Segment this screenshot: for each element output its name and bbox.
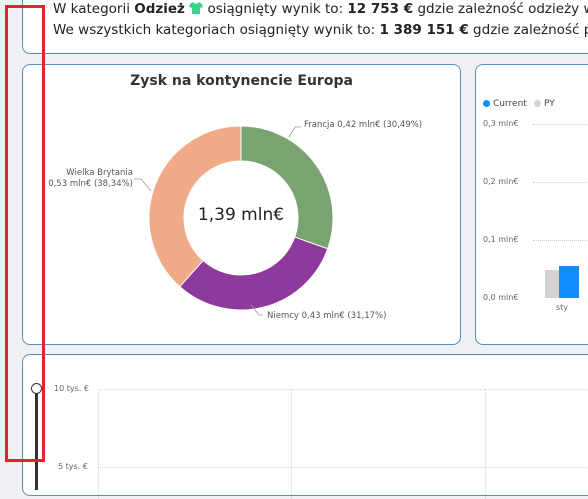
donut-center-value: 1,39 mln€: [197, 205, 285, 225]
shirt-icon: [189, 2, 204, 14]
grid-line: [98, 389, 588, 390]
y-tick-label: 10 tys. €: [54, 384, 89, 393]
slicer-track[interactable]: [35, 390, 38, 490]
leader-line-niemcy: [250, 304, 263, 316]
legend-current-label: Current: [493, 99, 527, 109]
total-value: 1 389 151 €: [379, 22, 469, 38]
x-category-label: sty: [556, 303, 569, 312]
legend-current-swatch: [483, 99, 490, 107]
grid-line: [533, 124, 588, 125]
category-name: Odzież: [134, 1, 185, 17]
line-chart-card[interactable]: 10 tys. € 5 tys. €: [22, 354, 588, 499]
summary-text: gdzie zależność odzieży w: [413, 1, 588, 17]
summary-text: W kategorii: [53, 1, 135, 17]
slice-label-francja: Francja 0,42 mln€ (30,49%): [304, 120, 423, 130]
y-tick-label: 0,1 mln€: [483, 235, 519, 244]
summary-text: osiągnięty wynik to:: [203, 1, 348, 17]
summary-text: gdzie zależność prod: [473, 22, 588, 38]
leader-line-francja: [288, 126, 301, 138]
slice-label-niemcy: Niemcy 0,43 mln€ (31,17%): [267, 311, 387, 321]
donut-slice-wielka-brytania[interactable]: [148, 125, 242, 288]
legend-py-label: PY: [544, 99, 555, 109]
legend-current[interactable]: Current: [483, 99, 527, 109]
grid-line: [291, 389, 292, 499]
highlight-box: [5, 5, 45, 462]
grid-line: [98, 389, 99, 499]
donut-chart-card[interactable]: Zysk na kontynencie Europa Francja 0,42 …: [22, 64, 461, 345]
grid-line: [533, 240, 588, 241]
y-tick-label: 0,0 mln€: [483, 293, 519, 302]
y-tick-label: 5 tys. €: [58, 462, 88, 471]
bar-chart-card[interactable]: Current PY 0,3 mln€ 0,2 mln€ 0,1 mln€ 0,…: [475, 64, 588, 345]
chart-title: Zysk na kontynencie Europa: [130, 73, 353, 89]
leader-line-wielka-brytania: [134, 178, 152, 192]
donut-slice-niemcy[interactable]: [179, 236, 329, 311]
y-tick-label: 0,3 mln€: [483, 119, 519, 128]
summary-text: We wszystkich kategoriach osiągnięty wyn…: [53, 22, 380, 38]
slice-label-wielka-brytania: Wielka Brytania 0,53 mln€ (38,34%): [33, 168, 133, 190]
slice-label-line: Wielka Brytania: [66, 168, 133, 178]
summary-line-category: W kategorii Odzież osiągnięty wynik to: …: [53, 1, 588, 17]
grid-line: [533, 182, 588, 183]
legend-py-swatch: [534, 99, 541, 107]
grid-line: [485, 389, 486, 499]
slice-label-line: 0,53 mln€ (38,34%): [48, 179, 133, 189]
grid-line: [98, 467, 588, 468]
donut-slice-francja[interactable]: [240, 125, 334, 250]
bar-py-sty[interactable]: [545, 270, 559, 298]
bar-current-sty[interactable]: [559, 266, 579, 298]
slicer-handle[interactable]: [31, 383, 42, 394]
donut-chart[interactable]: [23, 65, 460, 344]
summary-card: W kategorii Odzież osiągnięty wynik to: …: [22, 0, 588, 54]
y-tick-label: 0,2 mln€: [483, 177, 519, 186]
legend-py[interactable]: PY: [534, 99, 555, 109]
summary-line-total: We wszystkich kategoriach osiągnięty wyn…: [53, 22, 588, 38]
category-value: 12 753 €: [347, 1, 414, 17]
